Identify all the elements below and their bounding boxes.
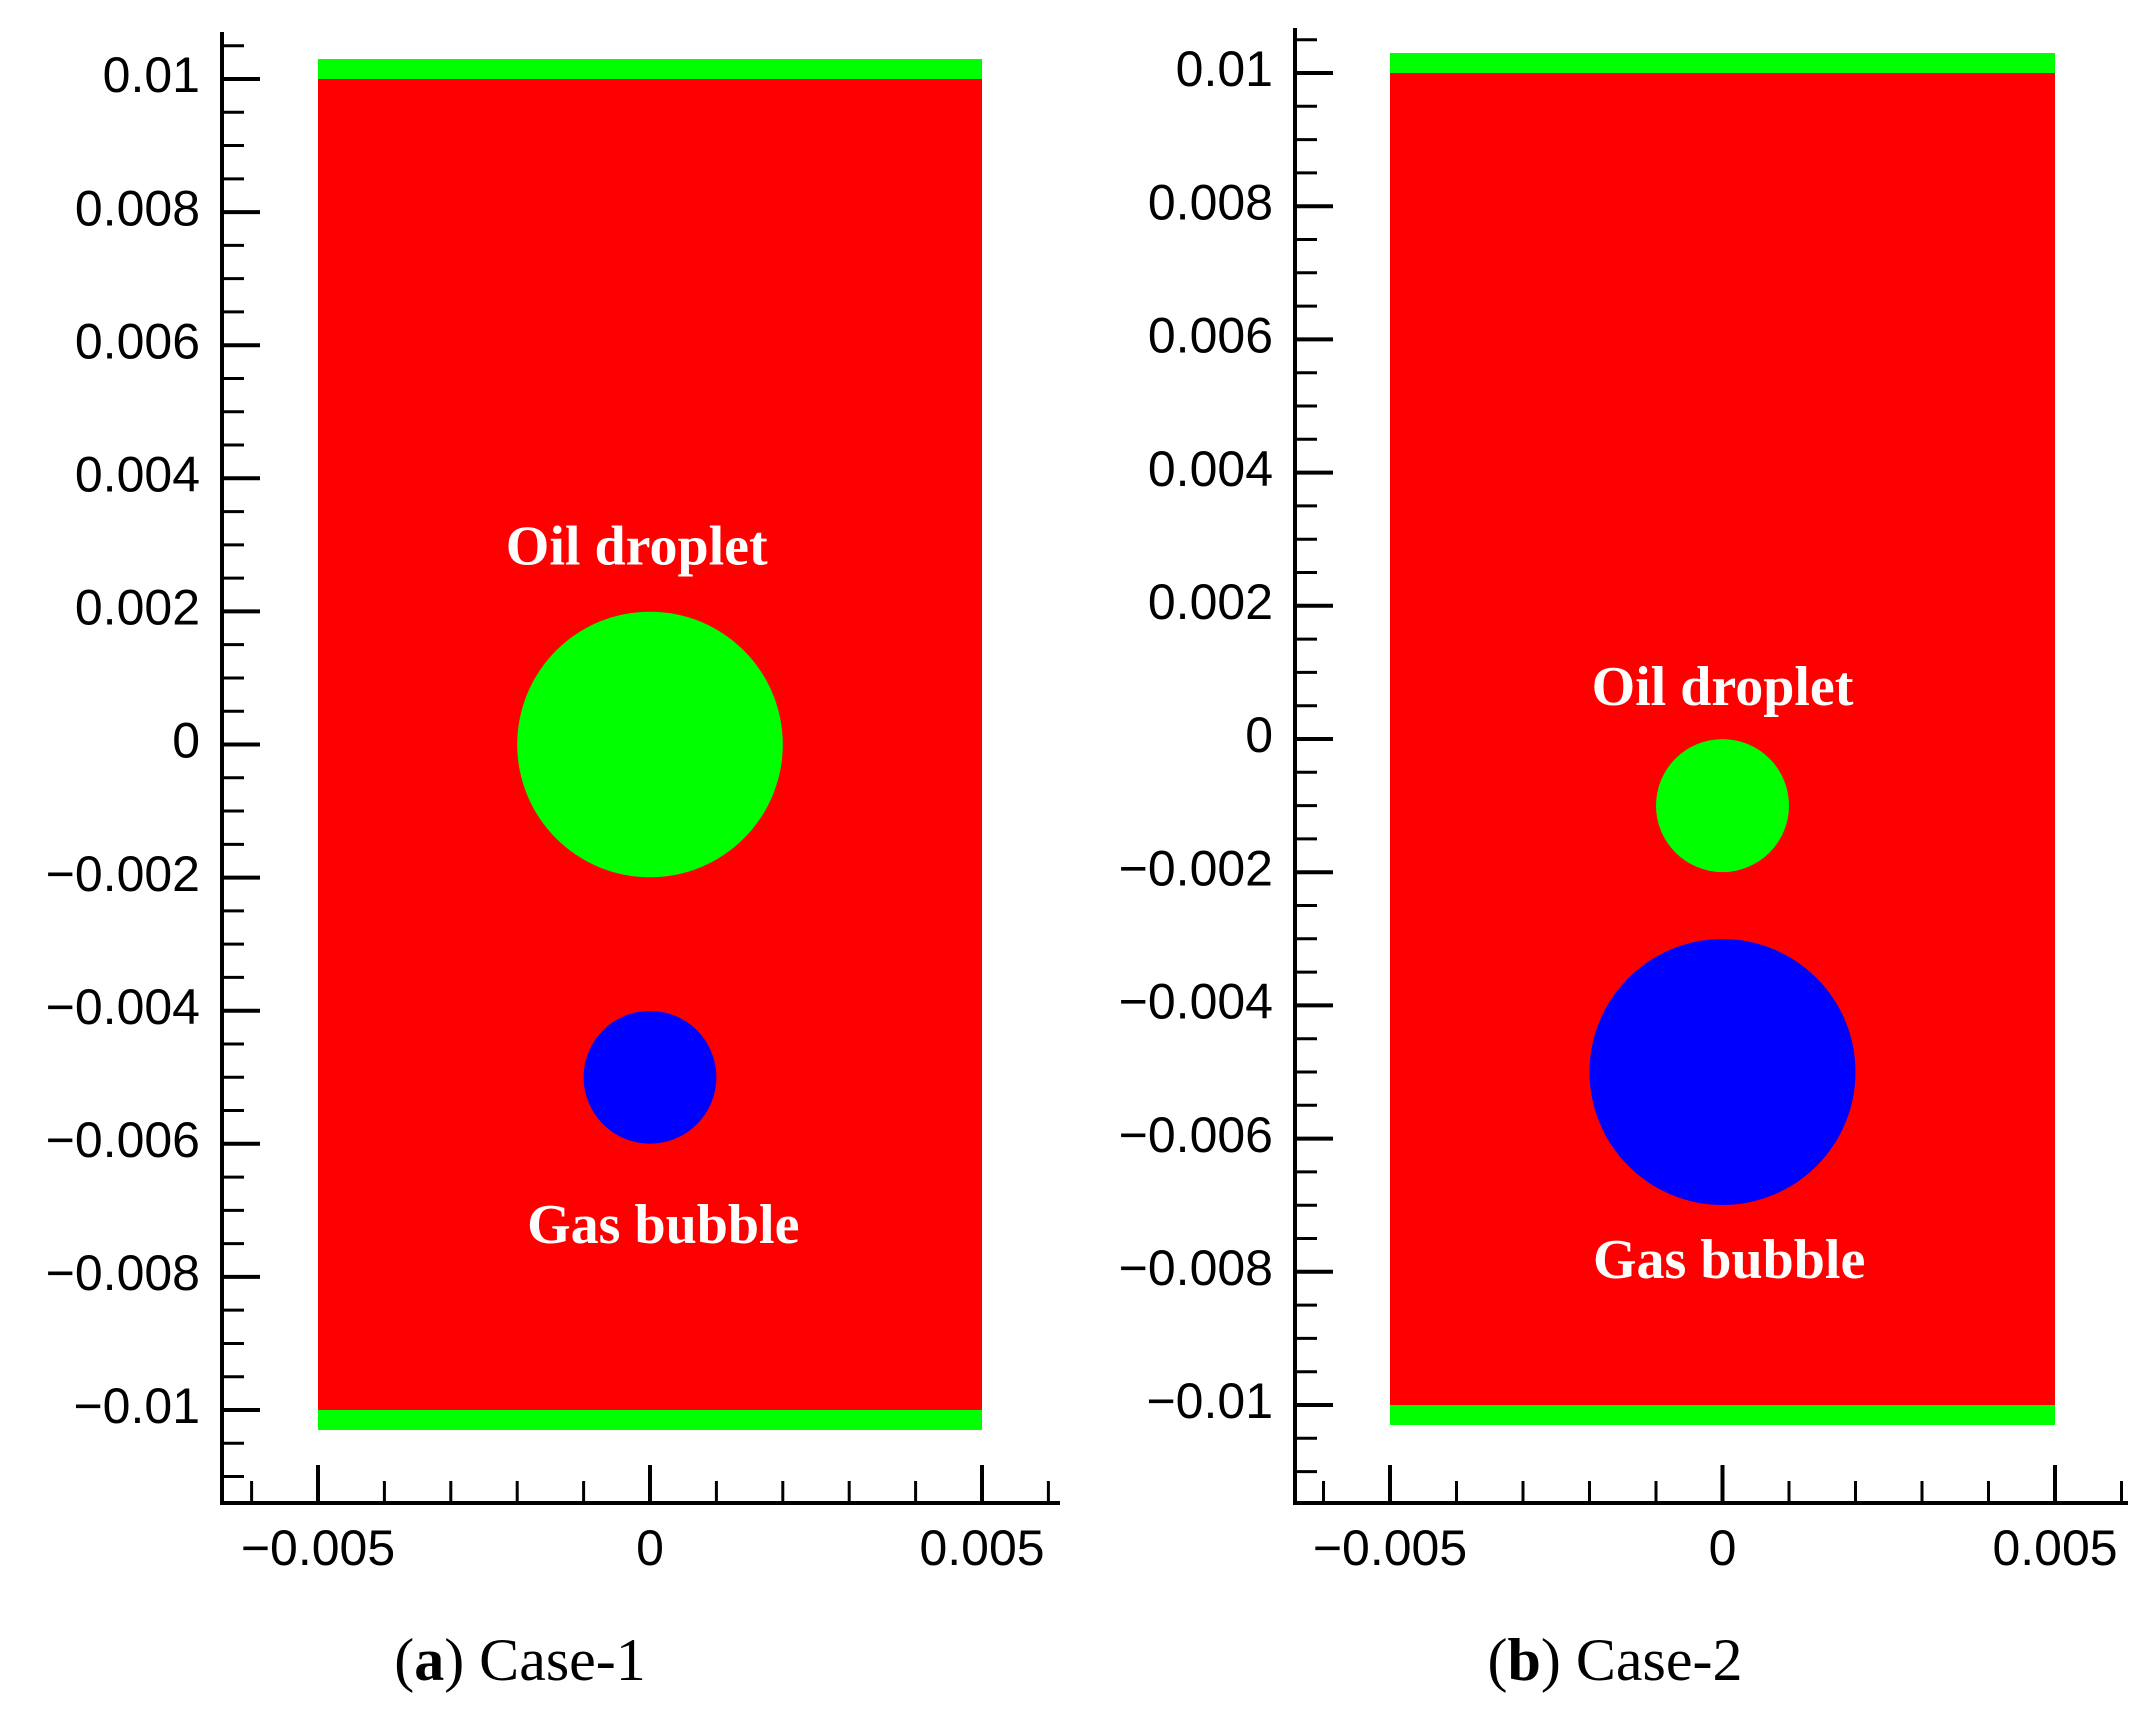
top-boundary-layer — [1390, 53, 2055, 73]
y-tick-label: 0.002 — [1148, 574, 1273, 630]
caption-close-paren: ) — [444, 1627, 479, 1693]
x-tick-label: 0.005 — [1992, 1520, 2117, 1576]
caption-open-paren: ( — [394, 1627, 414, 1693]
y-tick-label: 0.004 — [75, 447, 200, 503]
y-tick-label: −0.004 — [1119, 974, 1273, 1030]
x-tick-label: −0.005 — [1313, 1520, 1467, 1576]
y-tick-label: 0.006 — [75, 313, 200, 369]
panel-a: Oil droplet Gas bubble 0.01 0.008 0.006 0.004… — [46, 32, 1060, 1693]
y-tick-label: −0.01 — [73, 1378, 200, 1434]
y-tick-label: 0.008 — [1148, 174, 1273, 230]
gas-bubble — [1589, 939, 1856, 1205]
top-boundary-layer — [318, 59, 982, 79]
oil-droplet — [1656, 739, 1789, 873]
oil-droplet — [517, 611, 783, 878]
caption-letter: a — [414, 1627, 444, 1693]
bottom-boundary-layer — [318, 1410, 982, 1430]
y-tick-label: 0.01 — [1176, 41, 1273, 97]
y-tick-label: −0.008 — [1119, 1240, 1273, 1296]
y-tick-label: −0.002 — [46, 846, 200, 902]
gas-bubble — [583, 1010, 717, 1144]
oil-droplet-label: Oil droplet — [506, 515, 768, 577]
panel-caption: (b) Case-2 — [1488, 1627, 1743, 1693]
y-tick-label: −0.006 — [46, 1112, 200, 1168]
y-tick-label: 0 — [172, 713, 200, 769]
y-tick-label: −0.004 — [46, 979, 200, 1035]
x-tick-label: −0.005 — [241, 1520, 395, 1576]
y-tick-label: 0 — [1245, 707, 1273, 763]
bottom-boundary-layer — [1390, 1405, 2055, 1425]
y-tick-label: 0.008 — [75, 180, 200, 236]
y-tick-label: 0.004 — [1148, 441, 1273, 497]
caption-text: Case-2 — [1576, 1627, 1743, 1693]
y-tick-label: −0.01 — [1146, 1373, 1273, 1429]
caption-text: Case-1 — [479, 1627, 646, 1693]
x-tick-label: 0 — [636, 1520, 664, 1576]
y-tick-label: −0.006 — [1119, 1107, 1273, 1163]
caption-letter: b — [1508, 1627, 1541, 1693]
y-tick-label: 0.006 — [1148, 308, 1273, 364]
caption-open-paren: ( — [1488, 1627, 1508, 1693]
oil-droplet-label: Oil droplet — [1592, 656, 1854, 718]
water-domain — [1390, 73, 2055, 1405]
y-tick-label: 0.01 — [103, 47, 200, 103]
y-tick-label: 0.002 — [75, 580, 200, 636]
caption-close-paren: ) — [1541, 1627, 1576, 1693]
gas-bubble-label: Gas bubble — [1593, 1229, 1865, 1291]
x-tick-label: 0.005 — [919, 1520, 1044, 1576]
gas-bubble-label: Gas bubble — [527, 1194, 799, 1256]
panel-caption: (a) Case-1 — [394, 1627, 646, 1693]
panel-b: Oil droplet Gas bubble 0.01 0.008 0.006 0.004… — [1119, 28, 2128, 1693]
y-tick-label: −0.002 — [1119, 840, 1273, 896]
y-tick-label: −0.008 — [46, 1245, 200, 1301]
x-tick-label: 0 — [1709, 1520, 1737, 1576]
